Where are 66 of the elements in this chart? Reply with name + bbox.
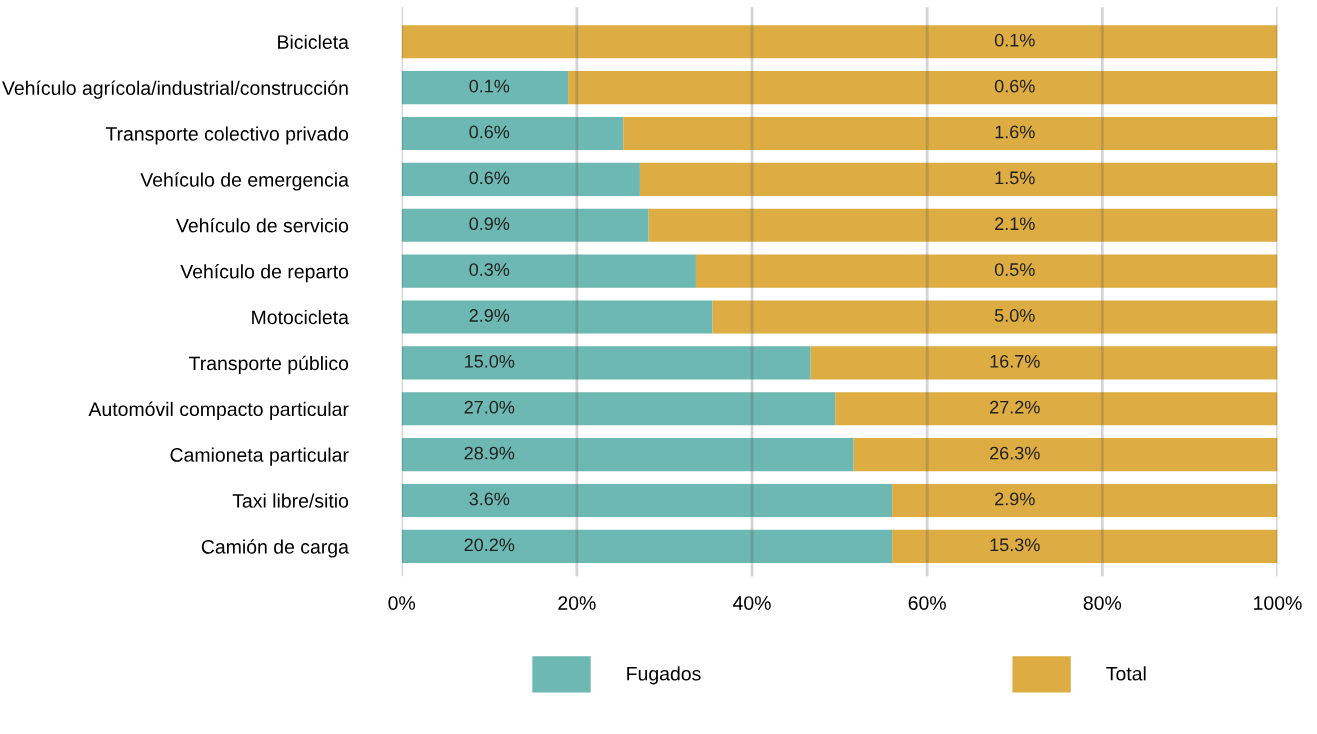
y-tick-label: Motocicleta	[252, 309, 349, 325]
bar	[853, 438, 1278, 472]
y-tick-label: Transporte colectivo privado	[105, 126, 349, 145]
y-tick-label: Automóvil compacto particular	[88, 401, 349, 420]
x-tick-label: 100%	[1254, 596, 1302, 610]
bar	[892, 483, 1278, 518]
bar	[401, 254, 696, 288]
x-tick-label: 60%	[908, 596, 946, 610]
annotation: 3.6%	[469, 492, 510, 506]
bar	[401, 25, 1278, 59]
bar	[401, 116, 624, 151]
bar	[401, 162, 640, 196]
annotation: 27.2%	[990, 400, 1040, 414]
annotation: 0.5%	[994, 263, 1035, 276]
y-tick-label: Bicicleta	[278, 34, 349, 49]
x-tick-label: 40%	[733, 596, 771, 610]
bar	[401, 300, 713, 334]
annotation: 0.6%	[994, 79, 1035, 93]
annotation: 15.3%	[990, 538, 1040, 552]
bar	[401, 529, 893, 563]
annotation: 0.1%	[469, 79, 510, 93]
bar	[401, 392, 836, 426]
y-tick-label: Vehículo de servicio	[176, 217, 349, 233]
annotation: 2.9%	[469, 309, 510, 322]
bar	[639, 162, 1278, 196]
y-tick-label: Transporte público	[189, 355, 349, 375]
annotation: 2.9%	[995, 492, 1035, 506]
annotation: 28.9%	[464, 446, 515, 460]
x-tick-label: 20%	[558, 596, 596, 610]
y-tick-label: Vehículo de emergencia	[140, 172, 349, 191]
bar	[401, 71, 569, 105]
y-tick-label: Vehículo de reparto	[180, 263, 349, 283]
annotation: 0.9%	[469, 217, 510, 231]
bar	[401, 438, 854, 472]
bar	[892, 529, 1278, 563]
bar	[695, 254, 1278, 288]
bar	[835, 392, 1278, 426]
bar	[648, 208, 1278, 242]
annotation: 26.3%	[990, 446, 1040, 460]
annotation: 16.7%	[990, 354, 1040, 368]
bar	[568, 71, 1278, 105]
legend-label: Total	[1106, 666, 1146, 681]
y-tick-label: Camioneta particular	[170, 447, 349, 466]
annotation: 1.6%	[995, 125, 1035, 139]
bar	[401, 208, 649, 242]
annotation: 1.5%	[995, 171, 1035, 185]
y-tick-label: Vehículo agrícola/industrial/construcción	[2, 80, 348, 99]
annotation: 2.1%	[995, 217, 1035, 231]
annotation: 15.0%	[465, 354, 515, 368]
annotation: 0.6%	[469, 125, 510, 139]
bar	[810, 346, 1278, 380]
bar	[623, 116, 1278, 151]
annotation: 5.0%	[994, 309, 1035, 322]
bar	[401, 483, 893, 518]
annotation: 27.0%	[464, 400, 515, 414]
annotation: 0.6%	[469, 171, 510, 185]
x-tick-label: 0%	[388, 596, 416, 610]
annotation: 20.2%	[464, 538, 515, 552]
bar	[401, 346, 811, 380]
y-tick-label: Camión de carga	[201, 539, 349, 558]
annotation: 0.1%	[994, 33, 1035, 47]
x-tick-label: 80%	[1083, 596, 1122, 610]
annotation: 0.3%	[469, 263, 510, 276]
y-tick-label: Taxi libre/sitio	[232, 493, 349, 508]
bar	[712, 300, 1278, 334]
legend-label: Fugados	[627, 666, 701, 685]
